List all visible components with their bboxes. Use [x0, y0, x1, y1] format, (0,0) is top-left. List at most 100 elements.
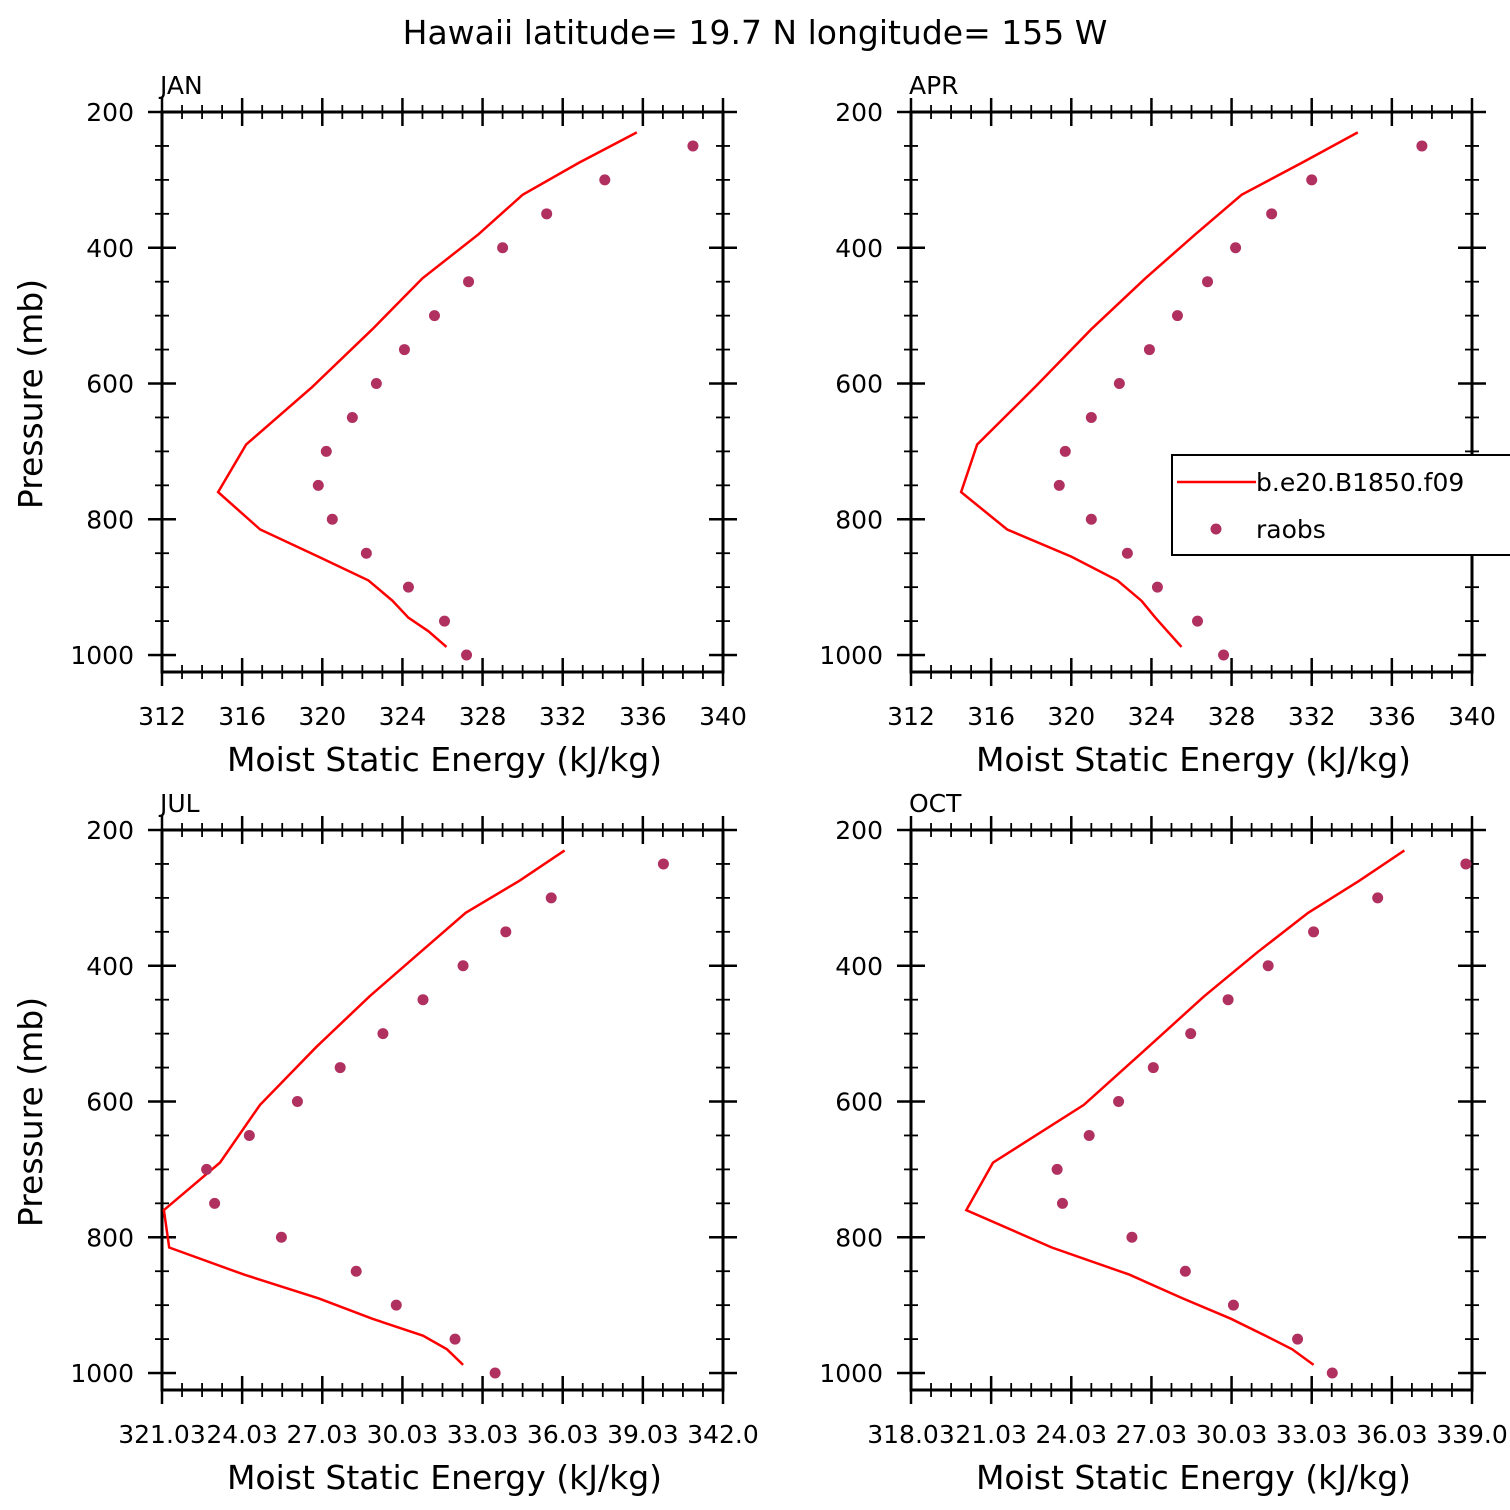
x-tick-label: 30.03	[367, 1420, 439, 1449]
x-tick-label: 336	[619, 702, 667, 731]
x-tick-label: 328	[459, 702, 507, 731]
raobs-point	[439, 615, 451, 627]
raobs-point	[428, 310, 440, 322]
x-tick-label: 336	[1368, 702, 1416, 731]
raobs-point	[1113, 1096, 1125, 1108]
x-tick-label: 339.0	[1436, 1420, 1508, 1449]
raobs-point	[1147, 1062, 1159, 1074]
y-tick-label: 200	[86, 816, 134, 845]
panels: 312 316 320 324 328 332 336 340 200 400 600 800 1000…	[11, 71, 1508, 1497]
raobs-point	[360, 547, 372, 559]
y-tick-label: 1000	[70, 641, 134, 670]
raobs-point	[1218, 649, 1230, 661]
raobs-point	[1185, 1028, 1197, 1040]
x-axis-label: Moist Static Energy (kJ/kg)	[227, 1458, 662, 1497]
raobs-point	[320, 445, 332, 457]
panel-apr: 312 316 320 324 328 332 336 340 200 400 600 800 1000…	[819, 71, 1495, 779]
raobs-point	[417, 994, 429, 1006]
raobs-point	[1460, 858, 1472, 870]
legend-box	[1171, 454, 1510, 556]
raobs-point	[291, 1096, 303, 1108]
raobs-point	[657, 858, 669, 870]
model-series-line	[216, 131, 638, 648]
x-tick-label: 324	[1128, 702, 1176, 731]
x-tick-label: 328	[1208, 702, 1256, 731]
y-tick-label: 600	[835, 370, 883, 399]
raobs-point	[1053, 479, 1065, 491]
raobs-point	[326, 513, 338, 525]
raobs-point	[1085, 513, 1097, 525]
raobs-point	[312, 479, 324, 491]
raobs-point	[1266, 208, 1278, 220]
y-tick-label: 400	[86, 952, 134, 981]
raobs-point	[1227, 1299, 1239, 1311]
x-axis-label: Moist Static Energy (kJ/kg)	[976, 1458, 1411, 1497]
x-tick-label: 36.03	[527, 1420, 599, 1449]
panel-jul: 321.03 24.03 27.03 30.03 33.03 36.03 39.03 342.…	[11, 789, 759, 1497]
x-tick-label: 316	[967, 702, 1015, 731]
x-tick-label: 24.03	[206, 1420, 278, 1449]
main-title: Hawaii latitude= 19.7 N longitude= 155 W	[403, 13, 1108, 52]
x-tick-label: 340	[1448, 702, 1496, 731]
x-tick-label: 332	[1288, 702, 1336, 731]
plot-frame	[160, 828, 725, 1392]
panel-label: APR	[909, 71, 959, 100]
legend-label-raobs: raobs	[1256, 515, 1326, 544]
x-tick-label: 320	[298, 702, 346, 731]
raobs-point	[390, 1299, 402, 1311]
legend: b.e20.B1850.f09 raobs	[1171, 454, 1510, 556]
raobs-point	[541, 208, 553, 220]
raobs-point	[500, 926, 512, 938]
raobs-point	[275, 1231, 287, 1243]
raobs-point	[377, 1028, 389, 1040]
x-tick-label: 324	[379, 702, 427, 731]
panel-label: JAN	[158, 71, 203, 100]
panel-oct: 318.03 21.03 24.03 27.03 30.03 33.03 36.03 339.…	[819, 789, 1507, 1497]
raobs-point	[1306, 174, 1318, 186]
raobs-point	[1126, 1231, 1138, 1243]
plot-frame	[909, 828, 1474, 1392]
raobs-point	[545, 892, 557, 904]
raobs-point	[1059, 445, 1071, 457]
raobs-point	[1151, 581, 1163, 593]
y-tick-label: 600	[86, 370, 134, 399]
y-tick-label: 1000	[819, 1359, 883, 1388]
plot-frame	[160, 110, 725, 674]
y-axis-label: Pressure (mb)	[11, 279, 50, 509]
x-tick-label: 312	[887, 702, 935, 731]
x-tick-label: 321.03	[118, 1420, 205, 1449]
raobs-point	[1308, 926, 1320, 938]
raobs-point	[1179, 1265, 1191, 1277]
raobs-point	[346, 411, 358, 423]
x-tick-label: 318.03	[867, 1420, 954, 1449]
x-tick-label: 21.03	[955, 1420, 1027, 1449]
y-tick-label: 800	[86, 505, 134, 534]
x-tick-label: 33.03	[1276, 1420, 1348, 1449]
x-tick-label: 36.03	[1356, 1420, 1428, 1449]
raobs-point	[243, 1129, 255, 1141]
y-tick-label: 800	[835, 505, 883, 534]
legend-label-model: b.e20.B1850.f09	[1256, 468, 1464, 497]
raobs-point	[497, 242, 509, 254]
model-series-line	[959, 131, 1359, 648]
panel-label: OCT	[909, 789, 962, 818]
raobs-point	[457, 960, 469, 972]
raobs-point	[1143, 344, 1155, 356]
y-tick-label: 1000	[70, 1359, 134, 1388]
model-series-line	[162, 849, 566, 1366]
y-axis-label: Pressure (mb)	[11, 997, 50, 1227]
y-tick-label: 400	[86, 234, 134, 263]
raobs-point	[1230, 242, 1242, 254]
raobs-point	[1222, 994, 1234, 1006]
y-tick-label: 400	[835, 952, 883, 981]
raobs-point	[1121, 547, 1133, 559]
raobs-point	[1056, 1197, 1068, 1209]
raobs-point	[201, 1163, 213, 1175]
x-tick-label: 27.03	[1116, 1420, 1188, 1449]
panel-label: JUL	[158, 789, 200, 818]
raobs-point	[1171, 310, 1183, 322]
raobs-point	[350, 1265, 362, 1277]
raobs-point	[1292, 1333, 1304, 1345]
raobs-point	[1051, 1163, 1063, 1175]
raobs-point	[1113, 378, 1125, 390]
